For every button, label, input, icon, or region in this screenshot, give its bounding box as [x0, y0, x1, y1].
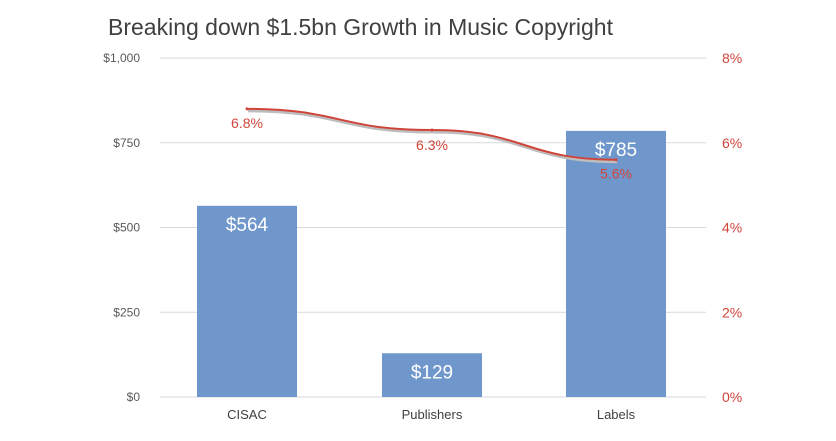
bar-data-label: $564 [226, 215, 269, 236]
x-tick-label: Labels [597, 407, 636, 422]
y-left-tick-label: $0 [127, 390, 141, 404]
bar-data-label: $129 [411, 362, 453, 383]
x-tick-label: Publishers [402, 407, 463, 422]
chart-title: Breaking down $1.5bn Growth in Music Cop… [108, 14, 613, 40]
bar [382, 353, 482, 397]
y-left-tick-label: $500 [113, 221, 140, 235]
bar-data-label: $785 [595, 140, 637, 161]
bar [566, 130, 666, 397]
y-left-tick-label: $750 [113, 136, 140, 150]
x-tick-label: CISAC [227, 407, 267, 422]
line-point [245, 107, 249, 111]
line-point [430, 128, 434, 132]
line-data-label: 6.8% [231, 115, 263, 131]
y-right-tick-label: 0% [722, 389, 742, 405]
line-point [614, 158, 618, 162]
line-data-label: 5.6% [600, 166, 632, 182]
line-data-label: 6.3% [416, 137, 448, 153]
y-left-tick-label: $1,000 [103, 51, 140, 65]
y-left-tick-label: $250 [113, 305, 140, 319]
line-shadow [247, 109, 618, 164]
bar [197, 205, 297, 397]
y-right-tick-label: 8% [722, 50, 742, 66]
y-right-tick-label: 4% [722, 220, 742, 236]
y-right-tick-label: 6% [722, 135, 742, 151]
y-right-tick-label: 2% [722, 304, 742, 320]
